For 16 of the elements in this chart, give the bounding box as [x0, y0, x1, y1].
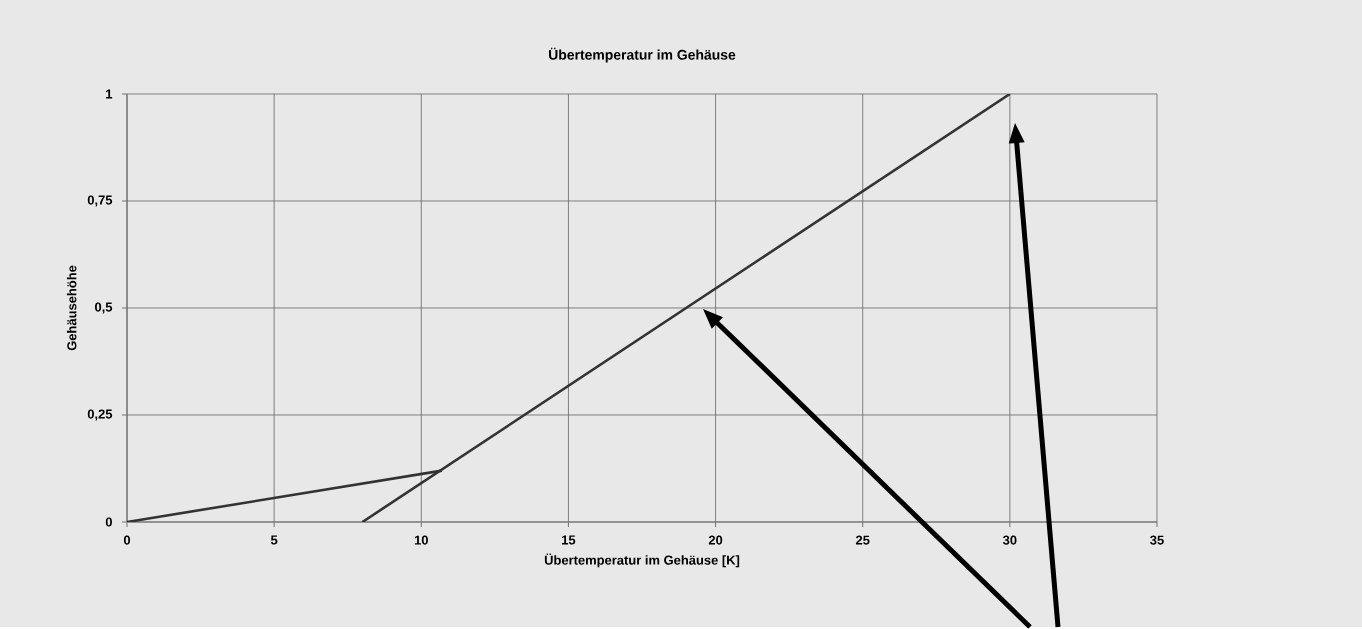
x-tick-label: 35	[1150, 535, 1164, 545]
y-tick-label: 0,25	[87, 409, 113, 421]
y-tick-label: 0,75	[87, 195, 113, 207]
x-tick-label: 0	[123, 535, 131, 545]
y-tick-label: 0	[105, 517, 112, 527]
x-tick-label: 20	[708, 535, 723, 545]
x-axis-title: Übertemperatur im Gehäuse [K]	[544, 553, 740, 568]
y-tick-label: 1	[106, 89, 113, 99]
x-tick-label: 15	[562, 535, 576, 545]
y-tick-label: 0,5	[95, 302, 113, 314]
y-axis-title: Gehäusehöhe	[66, 265, 77, 351]
x-tick-label: 5	[270, 535, 278, 545]
x-tick-label: 25	[855, 535, 870, 545]
x-tick-label: 10	[414, 535, 428, 545]
x-tick-label: 30	[1002, 535, 1017, 545]
chart-title: Übertemperatur im Gehäuse	[549, 47, 736, 63]
